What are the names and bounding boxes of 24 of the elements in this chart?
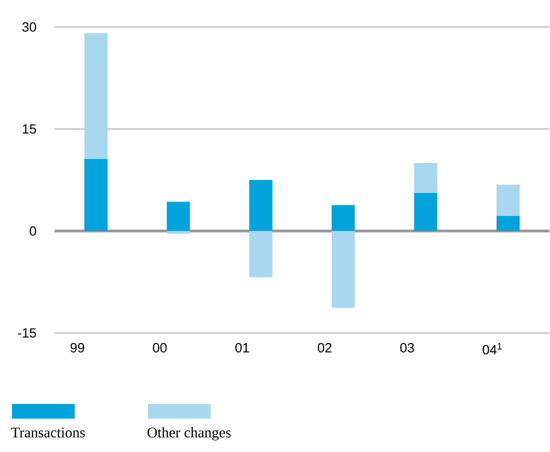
x-tick-label: 01 bbox=[235, 343, 250, 352]
legend-label: Transactions bbox=[11, 428, 85, 438]
bar bbox=[332, 205, 355, 231]
bar bbox=[496, 216, 520, 231]
x-tick-label: 99 bbox=[70, 343, 84, 352]
bar bbox=[249, 230, 272, 278]
bar bbox=[249, 180, 272, 231]
y-tick-label: 15 bbox=[22, 124, 36, 134]
bar bbox=[84, 158, 108, 231]
bar bbox=[84, 33, 108, 159]
bar bbox=[166, 230, 190, 234]
y-tick-label: 0 bbox=[30, 226, 36, 236]
x-tick-label: 02 bbox=[318, 343, 332, 352]
x-tick-label: 03 bbox=[400, 343, 414, 352]
bar bbox=[166, 202, 190, 231]
bar bbox=[496, 184, 520, 216]
bar bbox=[332, 230, 355, 308]
y-tick-label: -15 bbox=[18, 328, 36, 338]
legend-label: Other changes bbox=[148, 427, 231, 440]
x-tick-label: 00 bbox=[152, 343, 167, 352]
y-tick-label: 30 bbox=[22, 22, 36, 32]
bar bbox=[414, 162, 438, 193]
bar bbox=[414, 192, 438, 231]
x-tick-label: 04$^{1}$ bbox=[482, 343, 502, 354]
